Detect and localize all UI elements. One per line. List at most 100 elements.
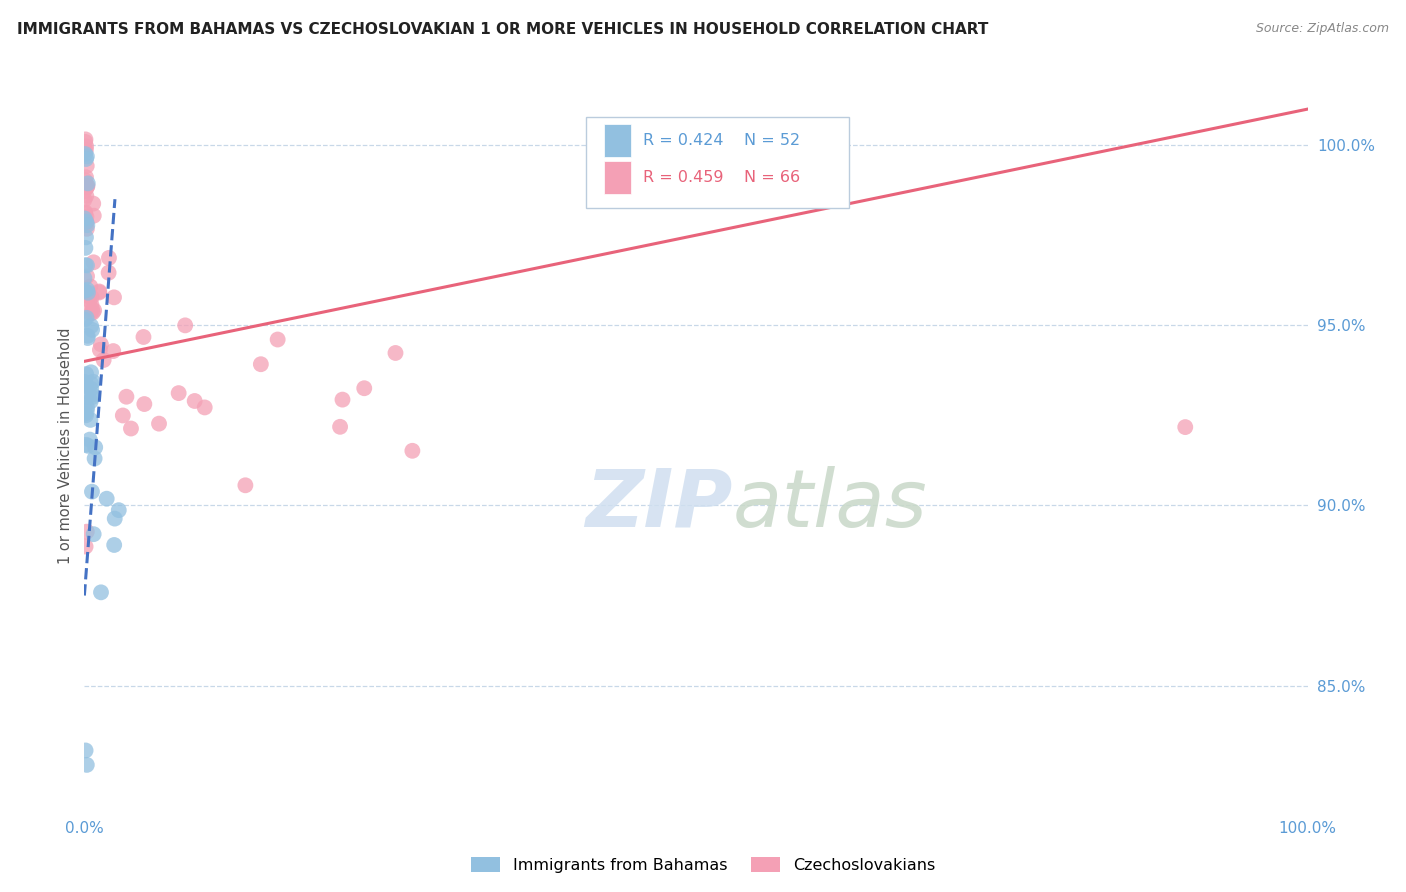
Text: R = 0.459    N = 66: R = 0.459 N = 66 <box>644 170 800 185</box>
Point <box>80 318 103 333</box>
Point <box>79 413 101 427</box>
Point <box>83 527 105 541</box>
Point <box>77 289 100 303</box>
Point <box>75 376 97 391</box>
Point <box>82 323 104 337</box>
Point <box>75 188 97 202</box>
Point <box>103 344 125 359</box>
Point <box>75 152 97 166</box>
Point <box>250 357 273 371</box>
Point <box>76 310 98 325</box>
Point <box>115 390 138 404</box>
Point <box>83 209 105 223</box>
Point <box>75 147 97 161</box>
Point <box>90 337 112 351</box>
Point <box>353 381 375 395</box>
Point <box>75 390 97 404</box>
Point <box>107 503 129 517</box>
Point <box>167 386 190 401</box>
Point <box>104 511 127 525</box>
Point <box>75 206 97 220</box>
Point <box>80 394 103 409</box>
Point <box>96 491 118 506</box>
Point <box>76 328 98 343</box>
Y-axis label: 1 or more Vehicles in Household: 1 or more Vehicles in Household <box>58 327 73 565</box>
Point <box>75 367 97 381</box>
Point <box>76 259 98 273</box>
Point <box>103 538 125 552</box>
Point <box>90 585 112 599</box>
Point <box>89 285 111 300</box>
Point <box>76 159 98 173</box>
Point <box>80 484 103 499</box>
Point <box>76 331 98 345</box>
Point <box>73 284 96 298</box>
Point <box>79 306 101 320</box>
Point <box>75 258 97 272</box>
Point <box>73 211 96 226</box>
Point <box>103 290 125 304</box>
Point <box>76 524 98 539</box>
Point <box>83 303 105 318</box>
Point <box>120 421 142 435</box>
Point <box>76 218 98 232</box>
Point <box>80 290 103 304</box>
Point <box>75 135 97 149</box>
Point <box>97 251 120 265</box>
FancyBboxPatch shape <box>586 117 849 209</box>
Point <box>75 179 97 194</box>
Text: ZIP: ZIP <box>585 466 733 543</box>
Point <box>80 298 103 312</box>
Point <box>75 170 97 185</box>
Point <box>83 451 105 466</box>
Point <box>75 379 97 393</box>
Point <box>80 382 103 396</box>
Point <box>73 184 96 198</box>
Point <box>235 478 257 492</box>
Point <box>329 419 352 434</box>
Text: Source: ZipAtlas.com: Source: ZipAtlas.com <box>1256 22 1389 36</box>
Point <box>384 346 406 360</box>
Point <box>76 757 98 772</box>
Point <box>134 397 156 411</box>
Point <box>82 375 104 389</box>
Point <box>76 179 98 194</box>
Point <box>80 390 103 404</box>
Point <box>194 401 217 415</box>
Legend: Immigrants from Bahamas, Czechoslovakians: Immigrants from Bahamas, Czechoslovakian… <box>465 851 941 880</box>
Point <box>75 540 97 554</box>
FancyBboxPatch shape <box>605 161 631 194</box>
Point <box>82 387 104 401</box>
Point <box>75 139 97 153</box>
Point <box>75 407 97 421</box>
Point <box>75 216 97 230</box>
Point <box>77 293 100 307</box>
Point <box>82 196 104 211</box>
Point <box>75 438 97 452</box>
Point <box>84 441 107 455</box>
Point <box>76 178 98 193</box>
Point <box>97 266 120 280</box>
Point <box>174 318 197 333</box>
Point <box>75 215 97 229</box>
Point <box>76 404 98 418</box>
Point <box>1174 420 1197 434</box>
Point <box>183 394 205 409</box>
Point <box>76 149 98 163</box>
Point <box>73 312 96 326</box>
Point <box>80 376 103 391</box>
Point <box>76 401 98 415</box>
Point <box>75 132 97 146</box>
Text: IMMIGRANTS FROM BAHAMAS VS CZECHOSLOVAKIAN 1 OR MORE VEHICLES IN HOUSEHOLD CORRE: IMMIGRANTS FROM BAHAMAS VS CZECHOSLOVAKI… <box>17 22 988 37</box>
Point <box>89 343 111 357</box>
Point <box>73 144 96 158</box>
Point <box>73 173 96 187</box>
Point <box>89 285 111 299</box>
Text: R = 0.424    N = 52: R = 0.424 N = 52 <box>644 134 800 148</box>
Point <box>332 392 354 407</box>
Point <box>76 439 98 453</box>
Point <box>76 222 98 236</box>
Point <box>75 215 97 229</box>
Point <box>148 417 170 431</box>
Point <box>75 210 97 224</box>
